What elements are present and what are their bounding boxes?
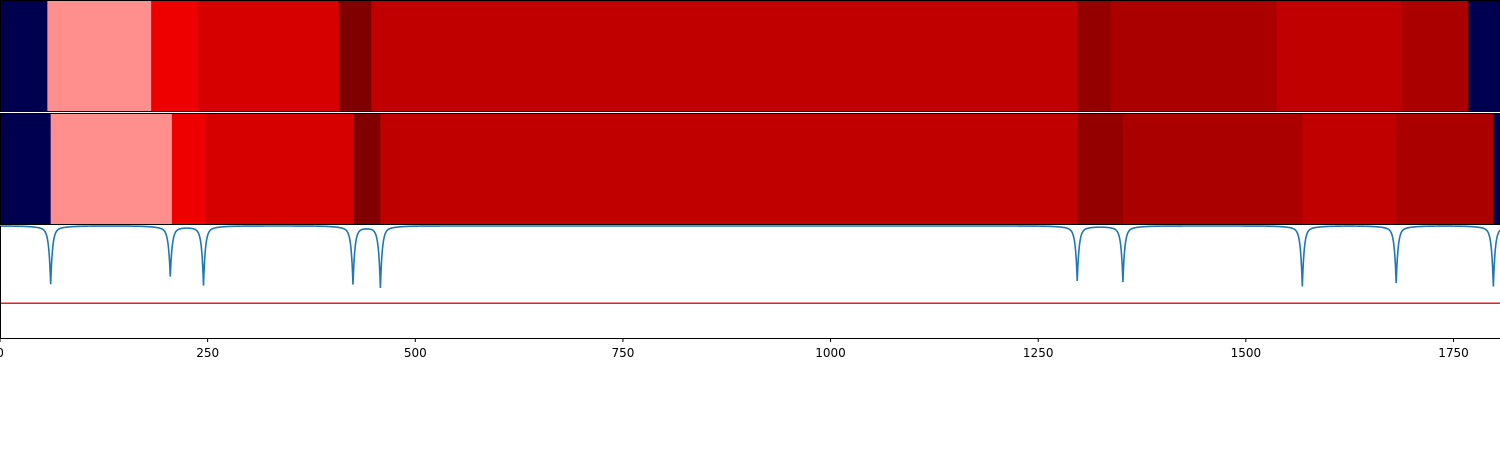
signal-panel [0, 225, 1500, 339]
segmentation-track-2 [0, 113, 1500, 225]
track-2-segment [205, 113, 355, 225]
track-1-segment [151, 0, 199, 112]
segmentation-track-1 [0, 0, 1500, 112]
track-1-segment [371, 0, 1078, 112]
x-tick-label: 1250 [1023, 346, 1054, 360]
track-2-segment [50, 113, 173, 225]
track-2-segment [1122, 113, 1303, 225]
track-1-segment [47, 0, 152, 112]
track-2-segment [171, 113, 206, 225]
track-1-segment [1077, 0, 1111, 112]
x-tick-label: 500 [404, 346, 427, 360]
track-2-segment [1302, 113, 1397, 225]
x-tick-label: 1000 [815, 346, 846, 360]
track-2-segment [1493, 113, 1500, 225]
track-1-segment [338, 0, 372, 112]
track-1-segment [1468, 0, 1500, 112]
x-tick-label: 0 [0, 346, 4, 360]
track-1-segment [0, 0, 48, 112]
x-axis: 0 250 500 750 1000 1250 1500 1750 [0, 338, 1469, 360]
track-1-segment [197, 0, 340, 112]
x-tick-label: 1750 [1438, 346, 1469, 360]
x-tick-label: 750 [611, 346, 634, 360]
x-tick-label: 250 [196, 346, 219, 360]
track-2-segment [380, 113, 1078, 225]
track-1-segment [1110, 0, 1278, 112]
track-2-segment [0, 113, 52, 225]
track-1-segment [1276, 0, 1403, 112]
track-2-segment [1396, 113, 1494, 225]
track-2-segment [1077, 113, 1124, 225]
x-tick-label: 1500 [1231, 346, 1262, 360]
signal-line [0, 225, 1500, 288]
track-1-segment [1401, 0, 1469, 112]
track-2-segment [353, 113, 381, 225]
